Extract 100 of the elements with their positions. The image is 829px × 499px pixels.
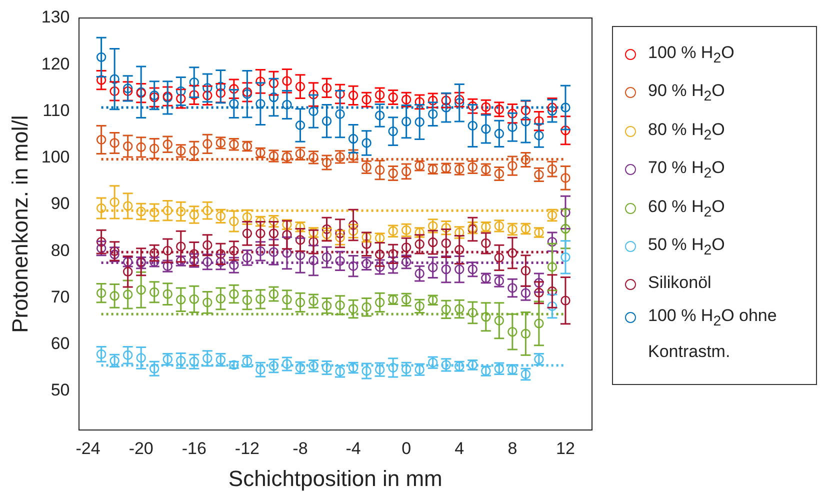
point (189, 90, 199, 100)
point (295, 235, 306, 245)
legend-label: 60 % H$_{2}$O (648, 196, 725, 222)
point (508, 326, 518, 337)
point (150, 287, 160, 298)
point (322, 252, 332, 262)
y-tick-label: 60 (50, 334, 70, 354)
point (282, 230, 292, 240)
point (520, 105, 531, 116)
legend-label: 100 % H$_{2}$O (648, 42, 734, 68)
point (335, 300, 345, 310)
point (508, 108, 518, 118)
point (229, 98, 239, 109)
point (268, 78, 279, 88)
y-tick-label: 120 (41, 54, 70, 74)
point (374, 110, 385, 120)
y-tick-label: 100 (41, 148, 70, 167)
legend-label: 80 % H$_{2}$O (648, 118, 725, 146)
point (560, 296, 570, 306)
point (547, 236, 558, 247)
point (401, 116, 412, 126)
point (454, 244, 464, 255)
point (441, 238, 451, 248)
point (136, 284, 146, 295)
point (122, 266, 133, 277)
point (560, 224, 570, 234)
point (229, 289, 239, 299)
point (508, 122, 518, 132)
point (295, 82, 306, 92)
point (282, 294, 292, 304)
x-tick-label: -4 (346, 439, 361, 458)
point (362, 302, 372, 312)
point (560, 126, 570, 136)
point (308, 90, 318, 100)
point (308, 236, 318, 247)
point (534, 116, 544, 126)
y-tick-label: 110 (42, 100, 70, 120)
point (202, 298, 212, 308)
point (308, 106, 318, 116)
point (520, 266, 531, 276)
point (110, 74, 120, 84)
point (96, 203, 106, 214)
point (534, 130, 544, 140)
point (202, 90, 212, 100)
point (282, 100, 292, 110)
point (547, 301, 558, 312)
point (96, 75, 106, 85)
point (481, 312, 491, 322)
point (202, 83, 212, 93)
point (176, 94, 186, 104)
point (335, 109, 345, 119)
point (414, 239, 424, 249)
point (508, 248, 518, 258)
point (110, 86, 120, 96)
point (362, 138, 372, 148)
point (216, 294, 226, 304)
point (176, 294, 186, 304)
point (268, 92, 279, 102)
point (256, 294, 266, 304)
legend-label: 90 % H$_{2}$O (648, 80, 725, 107)
point (96, 236, 106, 247)
point (428, 237, 438, 248)
y-tick-label: 50 (50, 380, 70, 400)
point (348, 261, 358, 271)
x-tick-label: -24 (76, 439, 100, 458)
point (388, 126, 398, 136)
point (348, 90, 358, 100)
point (96, 134, 106, 145)
point (282, 76, 292, 86)
legend-label: 100 % H$_{2}$O ohne Kontrastm. (648, 305, 778, 363)
x-tick-label: 0 (402, 439, 412, 458)
x-tick-label: -16 (182, 439, 206, 458)
point (414, 117, 424, 127)
point (468, 120, 478, 131)
point (388, 249, 398, 259)
point (494, 316, 504, 326)
point (547, 102, 558, 112)
point (441, 102, 451, 112)
point (110, 246, 120, 256)
point (295, 250, 306, 260)
point (268, 247, 279, 257)
y-axis-title: Protonenkonz. in mol/l (7, 115, 32, 333)
point (454, 304, 464, 314)
point (335, 89, 345, 99)
point (189, 249, 199, 259)
y-tick-label: 80 (50, 240, 70, 260)
point (189, 294, 199, 304)
point (110, 291, 120, 301)
x-tick-label: -8 (292, 439, 308, 458)
point (295, 120, 306, 130)
point (374, 298, 385, 308)
legend-label: 70 % H$_{2}$O (648, 157, 725, 184)
point (122, 141, 133, 152)
point (494, 128, 504, 138)
y-tick-label: 70 (50, 287, 70, 306)
point (374, 165, 385, 175)
point (428, 109, 438, 119)
point (122, 86, 133, 96)
point (162, 246, 172, 256)
legend-label: 50 % H$_{2}$O (648, 234, 725, 260)
